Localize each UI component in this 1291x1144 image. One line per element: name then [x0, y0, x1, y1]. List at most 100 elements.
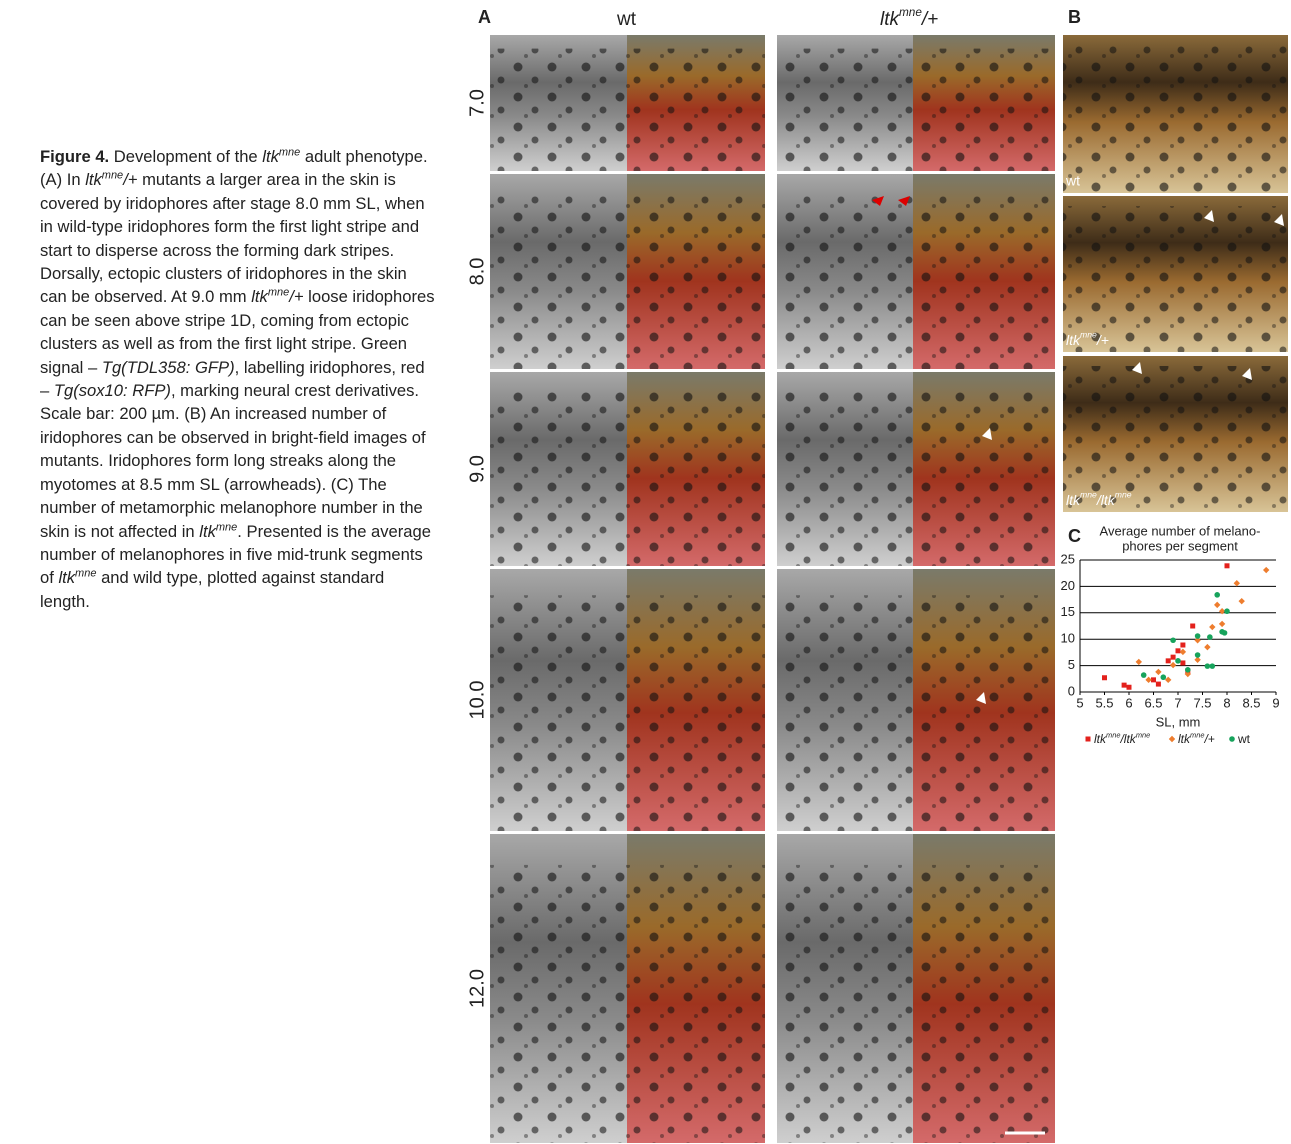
point: [1175, 658, 1181, 664]
melanophores: [777, 49, 1055, 171]
figure: A B C Average number of melano- phores p…: [0, 0, 1291, 1144]
point: [1145, 677, 1151, 683]
point: [1171, 655, 1176, 660]
melanophores: [777, 194, 1055, 370]
legend-label-part: /+: [1203, 732, 1214, 746]
x-tick-label: 5.5: [1095, 695, 1113, 710]
row-label: 9.0: [466, 455, 488, 483]
melanophores: [777, 595, 1055, 831]
legend-label-part: mne: [1136, 730, 1150, 739]
panel-label: C: [1068, 526, 1081, 546]
x-tick-label: 7: [1174, 695, 1181, 710]
chart-title: Average number of melano-: [1100, 523, 1261, 538]
point: [1207, 634, 1213, 640]
y-tick-label: 15: [1061, 604, 1075, 619]
legend-label-part: mne: [1190, 730, 1204, 739]
x-tick-label: 7.5: [1193, 695, 1211, 710]
image-label-part: mne: [1080, 330, 1097, 340]
point: [1180, 649, 1186, 655]
column-label-part: mne: [899, 6, 922, 19]
point: [1239, 598, 1245, 604]
point: [1209, 624, 1215, 630]
melanophores: [1063, 45, 1288, 193]
legend-marker: [1169, 736, 1175, 742]
point: [1136, 659, 1142, 665]
point: [1210, 663, 1216, 669]
micrographs: [490, 35, 1288, 1143]
y-tick-label: 5: [1068, 657, 1075, 672]
x-tick-label: 9: [1272, 695, 1279, 710]
column-label: ltkmne/+: [880, 6, 938, 30]
row-label: 12.0: [466, 969, 488, 1008]
point: [1102, 675, 1107, 680]
point: [1127, 685, 1132, 690]
column-label-part: /+: [920, 9, 938, 30]
legend-label: wt: [1237, 732, 1251, 746]
point: [1185, 667, 1191, 673]
melanophores: [777, 865, 1055, 1143]
x-tick-label: 8.5: [1242, 695, 1260, 710]
point: [1263, 567, 1269, 573]
point: [1155, 669, 1161, 675]
point: [1180, 660, 1185, 665]
melanophores: [490, 194, 765, 370]
column-label-part: ltk: [880, 9, 901, 30]
legend-label: ltkmne/ltkmne: [1094, 730, 1150, 746]
image-label-part: /ltk: [1096, 492, 1116, 508]
y-tick-label: 20: [1061, 578, 1075, 593]
point: [1195, 652, 1201, 658]
point: [1156, 682, 1161, 687]
legend-label-part: mne: [1106, 730, 1120, 739]
point: [1176, 648, 1181, 653]
x-tick-label: 8: [1223, 695, 1230, 710]
legend-marker: [1229, 736, 1235, 742]
point: [1161, 674, 1167, 680]
row-label: 7.0: [466, 89, 488, 117]
image-label-part: mne: [1080, 490, 1097, 500]
point: [1204, 644, 1210, 650]
point: [1219, 621, 1225, 627]
x-tick-label: 6.5: [1144, 695, 1162, 710]
panel-label: A: [478, 7, 491, 27]
melanophores: [490, 595, 765, 831]
point: [1195, 633, 1201, 639]
panel-label: B: [1068, 7, 1081, 27]
row-label: 8.0: [466, 258, 488, 286]
point: [1180, 643, 1185, 648]
image-label-part: ltk: [1066, 332, 1081, 348]
image-label-part: /+: [1096, 332, 1109, 348]
point: [1214, 602, 1220, 608]
x-tick-label: 6: [1125, 695, 1132, 710]
point: [1170, 662, 1176, 668]
melanophores: [490, 391, 765, 566]
point: [1166, 658, 1171, 663]
legend-label: ltkmne/+: [1178, 730, 1215, 746]
point: [1225, 563, 1230, 568]
x-tick-label: 5: [1076, 695, 1083, 710]
point: [1214, 592, 1220, 598]
melanophores: [490, 865, 765, 1143]
legend-marker: [1086, 737, 1091, 742]
melanophores: [777, 391, 1055, 566]
point: [1170, 637, 1176, 643]
image-label: wt: [1065, 173, 1080, 189]
y-tick-label: 0: [1068, 683, 1075, 698]
point: [1222, 630, 1228, 636]
column-label: wt: [616, 9, 637, 30]
point: [1141, 672, 1147, 678]
point: [1190, 624, 1195, 629]
row-label: 10.0: [466, 681, 488, 720]
point: [1234, 580, 1240, 586]
x-axis-label: SL, mm: [1156, 714, 1201, 729]
image-label-part: mne: [1115, 490, 1132, 500]
point: [1205, 663, 1211, 669]
y-tick-label: 25: [1061, 551, 1075, 566]
point: [1122, 683, 1127, 688]
page: Figure 4. Development of the ltkmne adul…: [0, 0, 1291, 1144]
chart-title: phores per segment: [1122, 538, 1238, 553]
melanophores: [490, 49, 765, 171]
y-tick-label: 10: [1061, 631, 1075, 646]
image-label-part: ltk: [1066, 492, 1081, 508]
legend-label-part: /ltk: [1119, 732, 1136, 746]
point: [1224, 608, 1230, 614]
